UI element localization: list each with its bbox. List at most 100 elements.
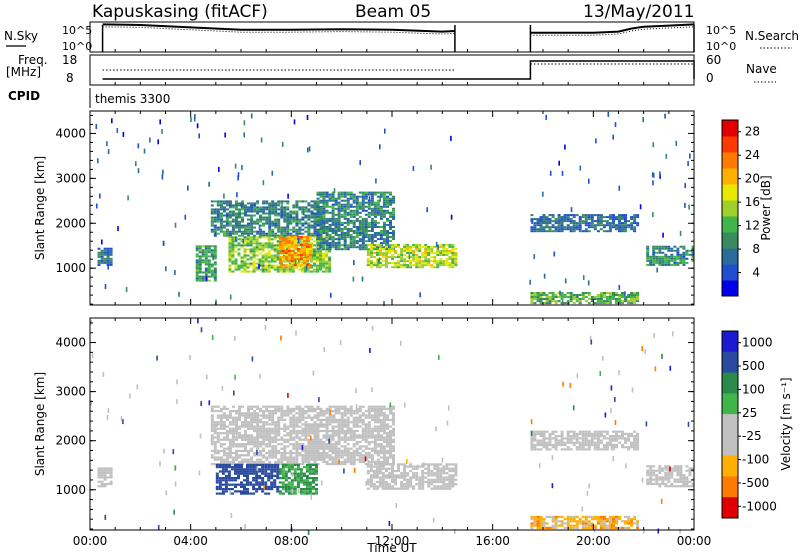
power-cell [298,206,302,209]
velocity-cell [301,432,305,435]
power-cell [379,236,383,239]
power-cell [340,213,344,216]
power-cell [560,226,564,229]
velocity-cell [355,434,359,437]
power-cell [297,268,301,271]
power-cell [264,242,268,245]
velocity-cell [228,443,232,446]
power-cell [258,268,262,271]
power-cell [599,294,603,296]
velocity-cell [343,423,347,426]
velocity-cell [367,460,371,463]
velocity-cell [264,474,268,477]
velocity-cell [551,443,555,447]
power-cell [430,256,434,259]
power-cell [213,251,217,254]
velocity-cell [238,405,241,408]
power-cell [633,226,637,229]
velocity-cell [273,468,277,471]
power-cell [624,216,627,219]
velocity-cell [244,454,247,457]
power-cell [685,261,689,264]
power-cell [448,250,452,252]
power-cell [587,218,591,221]
velocity-cell [385,487,388,490]
power-cell [590,220,594,223]
power-cell [198,277,202,280]
velocity-cell [280,416,284,419]
velocity-cell [308,492,312,495]
velocity-cell [259,460,263,463]
power-cell [322,264,325,267]
velocity-cell [386,445,389,448]
power-scatter-cell [624,291,626,297]
power-cell [331,244,335,247]
velocity-cell [286,432,290,435]
power-cell [280,216,284,219]
velocity-cell [369,469,373,473]
power-cell [319,234,323,236]
velocity-cell [322,429,326,433]
power-cell [319,193,323,196]
power-cell [369,266,373,269]
power-cell [557,216,561,219]
power-cell [361,197,365,200]
power-cell [305,245,309,248]
velocity-cell [415,465,419,468]
power-cell [682,245,686,248]
power-cell [210,271,214,274]
velocity-cell [234,483,237,486]
power-cell [563,216,567,219]
power-cell [382,205,386,208]
power-cell [334,219,338,222]
power-cell [286,208,290,211]
velocity-cell [319,407,323,410]
power-cell [386,242,389,245]
power-cell [247,208,250,211]
power-cell [316,223,320,226]
velocity-cell [584,441,588,444]
power-scatter-cell [687,161,689,167]
power-cell [299,266,303,269]
power-cell [213,257,217,260]
power-cell [240,246,244,249]
power-cell [415,243,419,246]
power-cell [253,226,257,229]
velocity-cell [228,414,232,417]
power-cell [204,259,208,262]
power-cell [241,218,244,221]
power-cell [247,202,250,205]
power-cell [277,208,281,211]
power-cell [298,220,302,223]
velocity-cell [328,443,332,446]
velocity-cell [633,435,637,438]
power-cell [313,254,316,257]
velocity-cell [427,469,431,473]
velocity-cell [421,469,425,473]
power-cell [340,193,344,196]
power-cell [213,200,217,203]
power-cell [430,260,434,263]
power-cell [328,211,332,214]
power-cell [355,228,359,230]
velocity-cell [295,425,299,428]
power-cell [375,264,379,267]
velocity-cell [593,430,597,433]
power-cell [246,242,250,245]
power-cell [316,260,319,263]
power-cell [322,191,326,194]
power-cell [322,226,326,228]
power-cell [250,222,254,225]
power-cell [343,203,347,206]
power-cell [557,226,561,229]
power-cell [361,242,365,245]
power-cell [213,261,217,264]
power-cell [228,256,232,259]
velocity-cell [602,437,606,440]
velocity-cell [319,414,323,417]
power-cell [392,215,395,218]
velocity-cell [346,449,350,452]
velocity-cell [307,443,311,446]
velocity-cell [210,414,214,417]
power-cell [636,294,640,296]
